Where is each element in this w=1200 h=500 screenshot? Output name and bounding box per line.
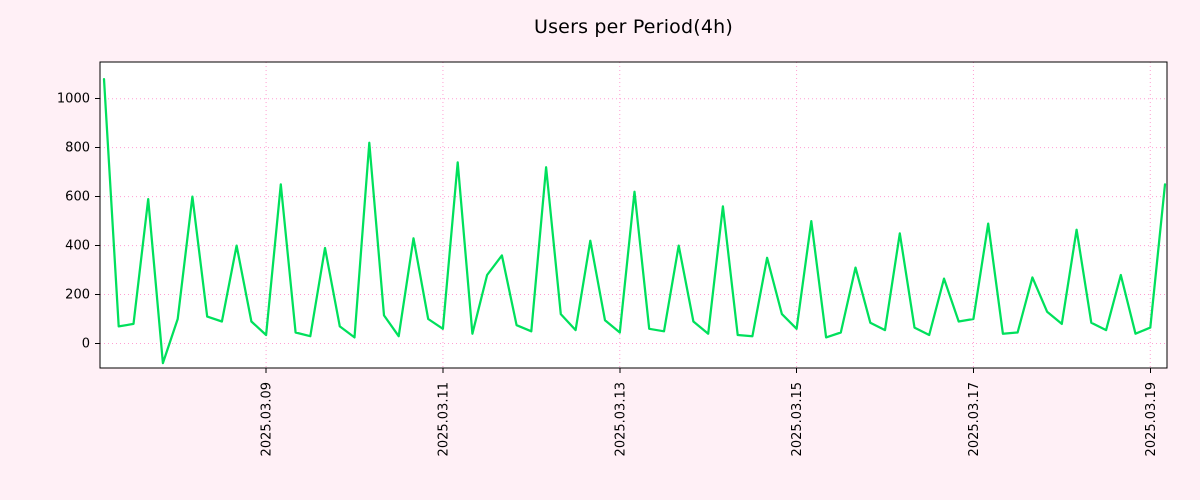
x-tick-label: 2025.03.11 [436, 382, 451, 456]
y-tick-label: 800 [65, 141, 90, 156]
plot-background [100, 62, 1167, 368]
x-tick-label: 2025.03.17 [967, 382, 982, 456]
plot-border [99, 61, 1168, 369]
chart-title: Users per Period(4h) [533, 16, 734, 38]
x-tick-label: 2025.03.15 [790, 382, 805, 456]
x-axis-labels: 2025.03.09 2025.03.11 2025.03.13 2025.03.15… [260, 382, 1159, 456]
x-tick-label: 2025.03.09 [260, 382, 275, 456]
y-tick-label: 1000 [57, 92, 90, 107]
y-tick-label: 0 [82, 337, 90, 352]
axis-ticks [95, 98, 1151, 373]
y-tick-label: 200 [65, 288, 90, 303]
y-tick-label: 400 [65, 239, 90, 254]
y-axis-labels: 0 200 400 600 800 1000 [57, 92, 90, 352]
y-tick-label: 600 [65, 190, 90, 205]
grid-lines [100, 62, 1167, 368]
x-tick-label: 2025.03.13 [613, 382, 628, 456]
users-series-line [102, 77, 1167, 365]
x-tick-label: 2025.03.19 [1144, 382, 1159, 456]
